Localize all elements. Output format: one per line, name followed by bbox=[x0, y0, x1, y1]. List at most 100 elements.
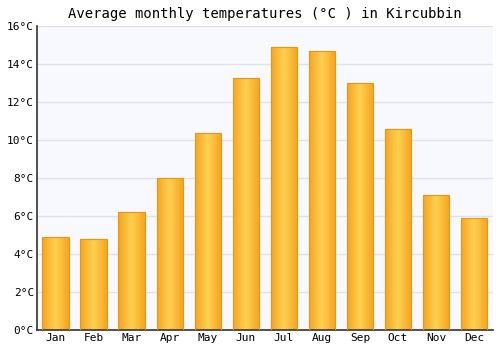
Bar bbox=[252, 78, 253, 330]
Bar bbox=[482, 218, 484, 330]
Bar bbox=[204, 133, 205, 330]
Bar bbox=[308, 51, 335, 330]
Bar bbox=[472, 218, 474, 330]
Bar bbox=[47, 237, 48, 330]
Bar bbox=[270, 47, 272, 330]
Bar bbox=[253, 78, 254, 330]
Bar bbox=[133, 212, 134, 330]
Bar bbox=[177, 178, 178, 330]
Bar bbox=[171, 178, 172, 330]
Bar bbox=[428, 195, 430, 330]
Bar bbox=[251, 78, 252, 330]
Bar bbox=[66, 237, 67, 330]
Bar bbox=[95, 239, 96, 330]
Bar bbox=[131, 212, 132, 330]
Bar bbox=[346, 83, 374, 330]
Bar bbox=[90, 239, 91, 330]
Bar bbox=[100, 239, 101, 330]
Bar bbox=[402, 129, 404, 330]
Bar bbox=[93, 239, 94, 330]
Bar bbox=[176, 178, 177, 330]
Bar bbox=[384, 129, 411, 330]
Bar bbox=[215, 133, 216, 330]
Bar bbox=[406, 129, 408, 330]
Bar bbox=[462, 218, 464, 330]
Bar bbox=[182, 178, 183, 330]
Bar bbox=[209, 133, 210, 330]
Bar bbox=[484, 218, 486, 330]
Bar bbox=[326, 51, 328, 330]
Bar bbox=[426, 195, 428, 330]
Bar bbox=[207, 133, 208, 330]
Bar bbox=[119, 212, 120, 330]
Bar bbox=[296, 47, 297, 330]
Bar bbox=[214, 133, 215, 330]
Bar bbox=[218, 133, 219, 330]
Bar bbox=[173, 178, 174, 330]
Bar bbox=[486, 218, 488, 330]
Bar bbox=[134, 212, 135, 330]
Bar bbox=[194, 133, 221, 330]
Bar bbox=[206, 133, 207, 330]
Bar bbox=[400, 129, 402, 330]
Bar bbox=[157, 178, 158, 330]
Bar bbox=[424, 195, 426, 330]
Bar bbox=[293, 47, 294, 330]
Bar bbox=[446, 195, 448, 330]
Bar bbox=[123, 212, 124, 330]
Bar bbox=[195, 133, 196, 330]
Bar bbox=[219, 133, 220, 330]
Bar bbox=[125, 212, 126, 330]
Bar bbox=[165, 178, 166, 330]
Bar bbox=[255, 78, 256, 330]
Bar bbox=[254, 78, 255, 330]
Bar bbox=[460, 218, 487, 330]
Bar bbox=[127, 212, 128, 330]
Bar bbox=[410, 129, 412, 330]
Bar bbox=[196, 133, 197, 330]
Bar bbox=[43, 237, 44, 330]
Bar bbox=[233, 78, 234, 330]
Bar bbox=[97, 239, 98, 330]
Bar bbox=[194, 133, 195, 330]
Bar bbox=[460, 218, 462, 330]
Bar bbox=[237, 78, 238, 330]
Bar bbox=[102, 239, 103, 330]
Bar bbox=[63, 237, 64, 330]
Bar bbox=[50, 237, 51, 330]
Bar bbox=[278, 47, 279, 330]
Bar bbox=[333, 51, 334, 330]
Bar bbox=[240, 78, 241, 330]
Bar bbox=[118, 212, 119, 330]
Bar bbox=[216, 133, 217, 330]
Bar bbox=[83, 239, 84, 330]
Bar bbox=[332, 51, 333, 330]
Bar bbox=[122, 212, 123, 330]
Bar bbox=[250, 78, 251, 330]
Bar bbox=[129, 212, 130, 330]
Bar bbox=[430, 195, 432, 330]
Bar bbox=[243, 78, 244, 330]
Bar bbox=[238, 78, 239, 330]
Bar bbox=[236, 78, 237, 330]
Bar bbox=[244, 78, 245, 330]
Bar bbox=[366, 83, 368, 330]
Bar bbox=[422, 195, 450, 330]
Bar bbox=[294, 47, 295, 330]
Bar bbox=[42, 237, 43, 330]
Bar bbox=[82, 239, 83, 330]
Bar bbox=[103, 239, 104, 330]
Bar bbox=[478, 218, 480, 330]
Bar bbox=[101, 239, 102, 330]
Bar bbox=[217, 133, 218, 330]
Bar bbox=[242, 78, 243, 330]
Bar bbox=[408, 129, 410, 330]
Bar bbox=[98, 239, 99, 330]
Bar bbox=[141, 212, 142, 330]
Bar bbox=[48, 237, 49, 330]
Bar bbox=[442, 195, 444, 330]
Bar bbox=[249, 78, 250, 330]
Bar bbox=[45, 237, 46, 330]
Bar bbox=[270, 47, 297, 330]
Bar bbox=[142, 212, 143, 330]
